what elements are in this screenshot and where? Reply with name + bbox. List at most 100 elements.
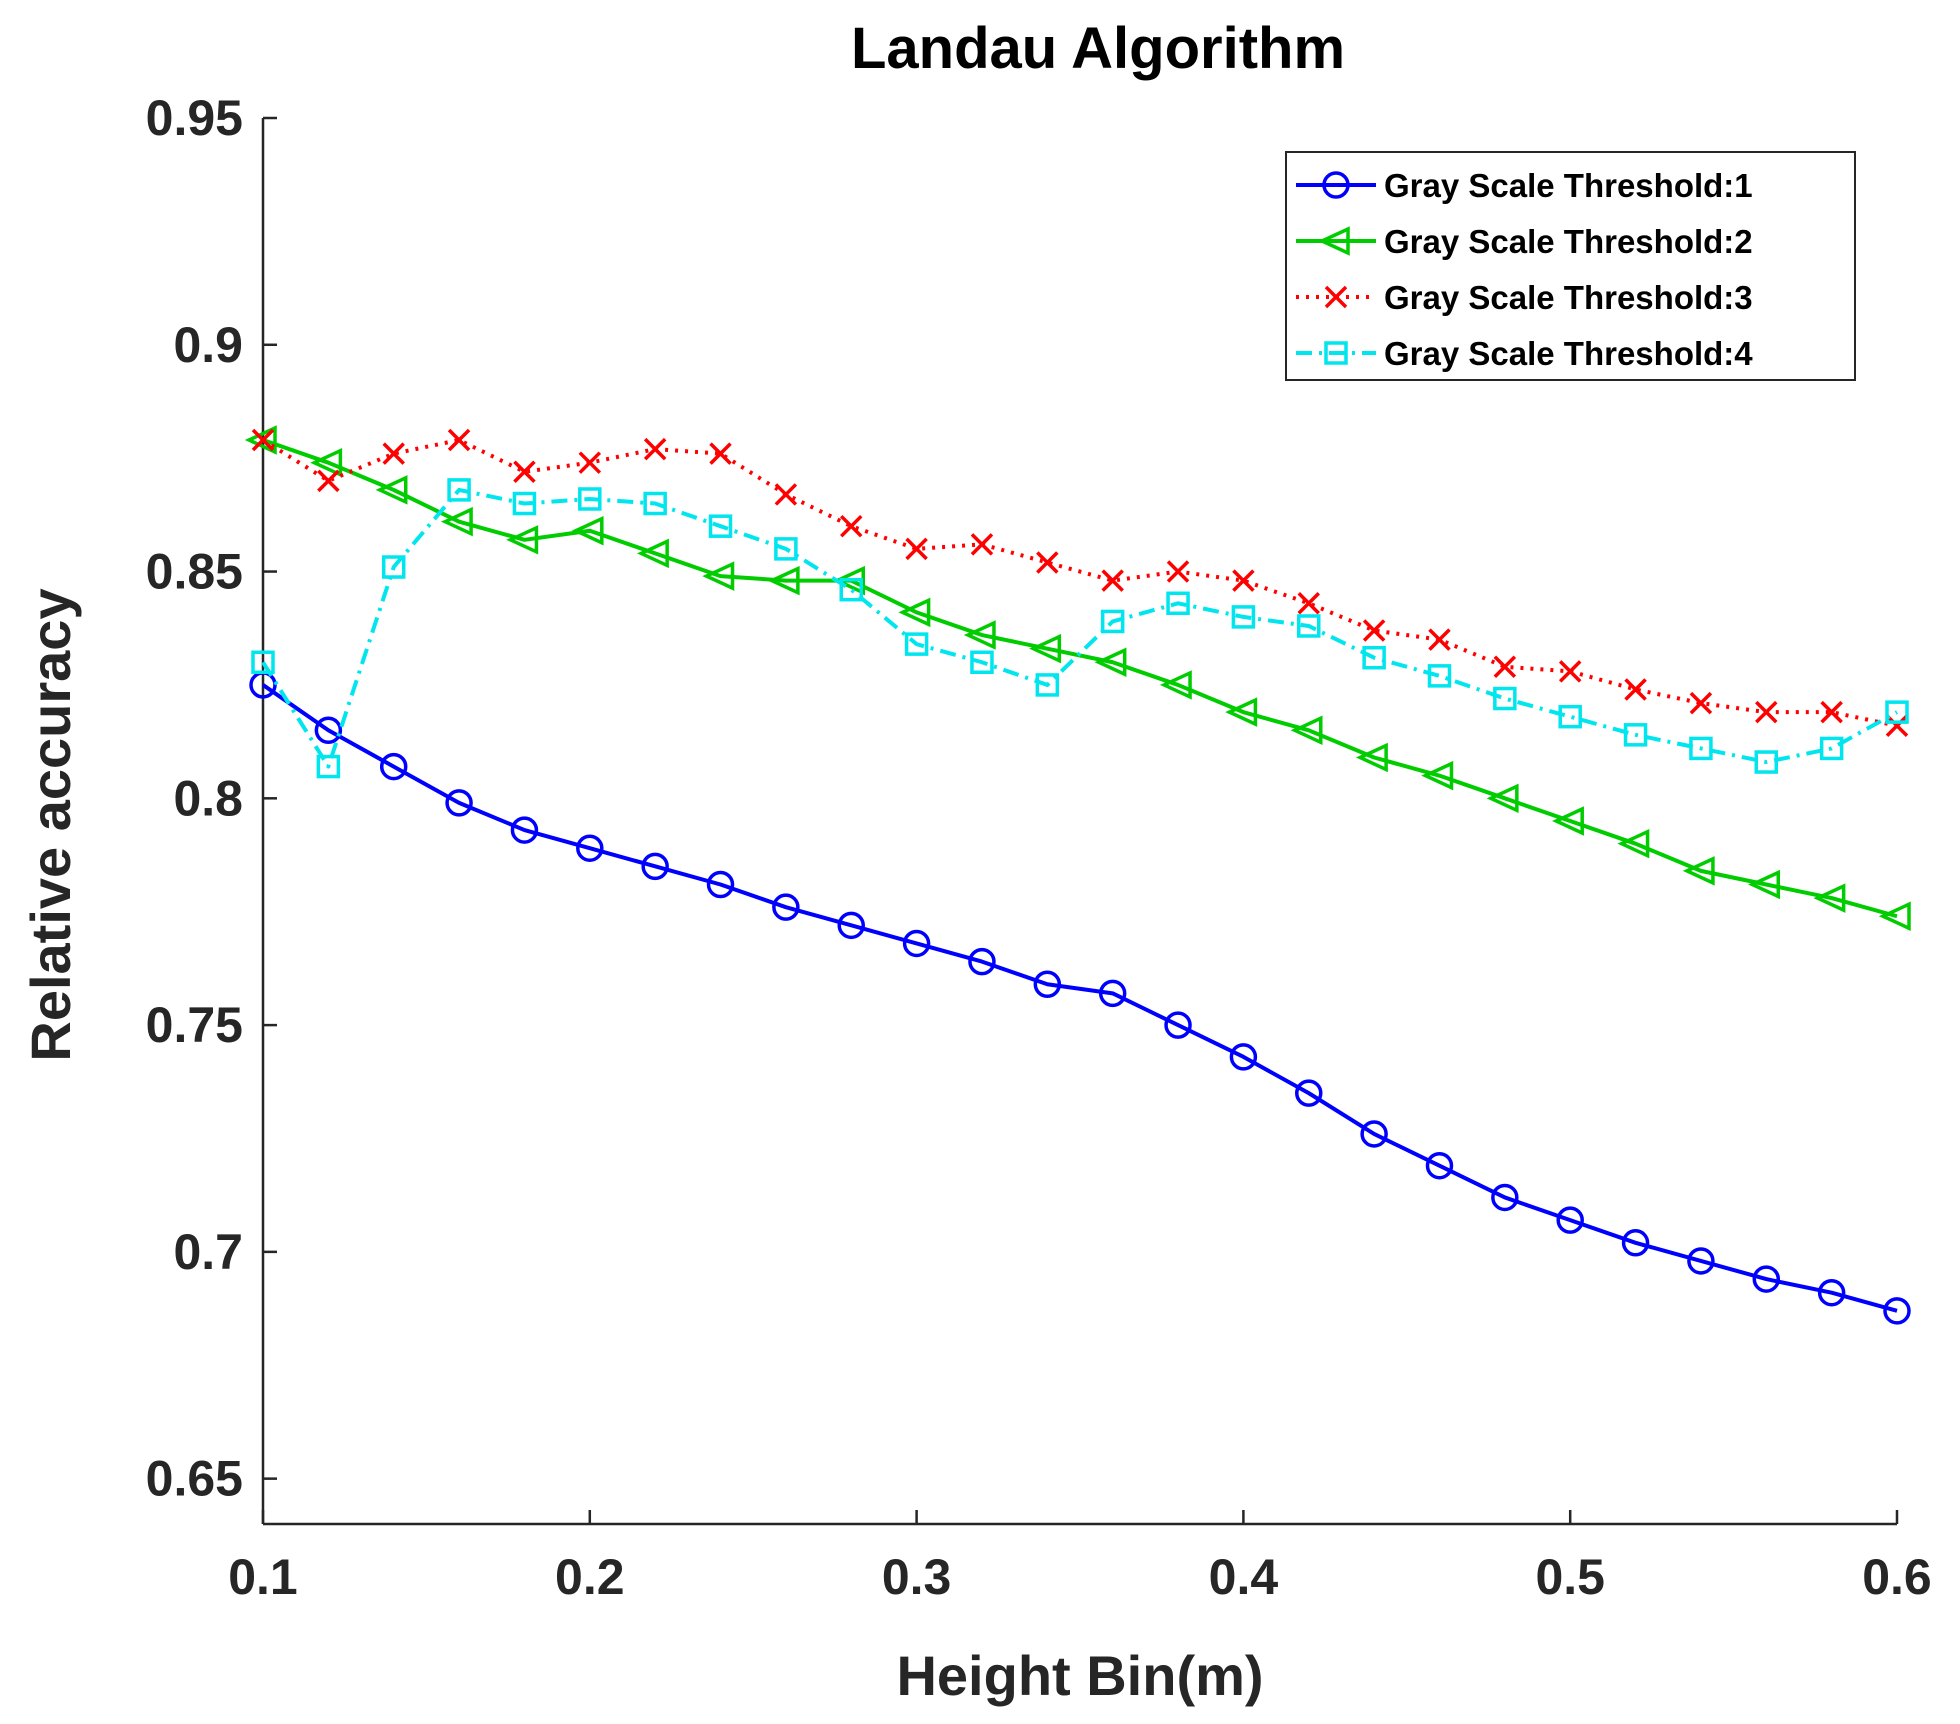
series-3-point <box>513 460 536 484</box>
series-1-point <box>641 852 669 881</box>
series-1-point <box>1229 1043 1258 1071</box>
series-2-point <box>1421 760 1454 791</box>
series-3-point <box>709 442 732 465</box>
series-4-point <box>1297 614 1321 638</box>
series-1-point <box>314 716 343 745</box>
series-4-point <box>839 577 863 602</box>
series-3-point <box>643 437 667 461</box>
x-tick-label: 0.1 <box>228 1549 298 1605</box>
legend: Gray Scale Threshold:1 Gray Scale Thresho… <box>1285 151 1856 381</box>
y-tick-label: 0.7 <box>173 1224 243 1280</box>
y-tick-label: 0.8 <box>173 770 243 826</box>
series-2-point <box>1094 647 1127 677</box>
series-3-point <box>1820 700 1843 724</box>
series-3-point <box>382 442 405 465</box>
series-4-point <box>1427 664 1452 688</box>
series-1-point <box>772 893 800 921</box>
series-1-point <box>379 752 408 781</box>
legend-marker <box>1317 226 1350 256</box>
series-2-point <box>898 597 931 628</box>
series-1-point <box>1164 1011 1192 1039</box>
series-2-point <box>1355 742 1388 773</box>
series-4-point <box>904 632 929 656</box>
series-1-point <box>706 870 735 899</box>
series-3-point <box>447 428 471 452</box>
series-2-point <box>1290 715 1323 746</box>
series-3-point <box>970 533 994 556</box>
series-1-point <box>1883 1297 1911 1325</box>
series-1-point <box>445 789 473 817</box>
series-4-point <box>1885 700 1909 724</box>
legend-entry-1: Gray Scale Threshold:1 <box>1296 167 1753 204</box>
series-2-point <box>1682 856 1715 886</box>
series-4-point <box>1558 704 1582 729</box>
y-ticks: 0.65 0.7 0.75 0.8 0.85 0.9 0.95 <box>146 90 277 1507</box>
series-3-point <box>1297 592 1320 615</box>
series-2-point <box>767 565 800 596</box>
series-2-point <box>440 506 473 537</box>
series-1-point <box>1817 1278 1846 1307</box>
series-4-point <box>381 555 406 579</box>
series-3-point <box>905 537 928 561</box>
legend-label: Gray Scale Threshold:3 <box>1384 279 1753 316</box>
series-3-point <box>1689 691 1713 715</box>
series-3-point <box>1166 560 1190 583</box>
series-1-point <box>1752 1265 1781 1293</box>
series-1-point <box>968 947 996 976</box>
series-4-point <box>1623 723 1648 747</box>
series-3-point <box>1036 551 1059 574</box>
series-4-point <box>1166 591 1190 616</box>
series-4 <box>251 478 1909 779</box>
series-3 <box>251 428 1909 737</box>
x-tick-label: 0.2 <box>555 1549 625 1605</box>
series-4-point <box>1689 736 1713 761</box>
series-1-point <box>1425 1151 1454 1180</box>
series-4-point <box>774 537 798 561</box>
series-2-point <box>1029 633 1062 664</box>
axes <box>261 118 1897 1526</box>
series-4-point <box>643 491 667 516</box>
x-ticks: 0.1 0.2 0.3 0.4 0.5 0.6 <box>228 1510 1932 1605</box>
x-tick-label: 0.6 <box>1862 1549 1932 1605</box>
series-1 <box>249 671 1911 1325</box>
series-3-point <box>774 483 798 506</box>
series-2-point <box>833 565 865 596</box>
series-2-point <box>1159 670 1192 700</box>
legend-label: Gray Scale Threshold:1 <box>1384 167 1753 204</box>
series-4-point <box>512 491 537 516</box>
series-2-point <box>244 425 277 455</box>
y-tick-label: 0.85 <box>146 544 243 600</box>
legend-entry-3: Gray Scale Threshold:3 <box>1296 279 1753 316</box>
x-tick-label: 0.3 <box>882 1549 952 1605</box>
series-3-point <box>1624 678 1647 701</box>
series-4-point <box>1035 673 1060 697</box>
y-axis-label: Relative accuracy <box>19 588 82 1061</box>
series-2-point <box>1617 828 1650 859</box>
series-3-point <box>1493 655 1517 679</box>
series-2-point <box>1486 783 1519 814</box>
series-4-point <box>1362 645 1386 670</box>
series-1-point <box>1295 1079 1323 1107</box>
series-2-point <box>1552 806 1584 836</box>
series-2-point <box>506 525 539 555</box>
series-1-point <box>1360 1120 1388 1148</box>
series-2-point <box>1878 901 1911 931</box>
series-3-point <box>317 469 340 493</box>
y-tick-label: 0.95 <box>146 90 243 146</box>
series-2-point <box>375 475 408 505</box>
series-4-point <box>1231 605 1256 629</box>
series-4-point <box>316 754 341 779</box>
series-2-point <box>702 561 735 591</box>
plot-series <box>244 425 1911 1325</box>
chart-title: Landau Algorithm <box>851 16 1345 81</box>
series-3-point <box>1755 700 1778 724</box>
series-4-point <box>251 650 275 675</box>
legend-box <box>1285 151 1856 381</box>
series-4-point <box>1493 686 1517 711</box>
series-4-point <box>1100 609 1125 634</box>
y-tick-label: 0.75 <box>146 997 243 1053</box>
legend-marker <box>1324 341 1348 365</box>
x-axis-label: Height Bin(m) <box>896 1644 1263 1707</box>
series-4-point <box>447 478 471 502</box>
series-4-point <box>1819 736 1844 761</box>
